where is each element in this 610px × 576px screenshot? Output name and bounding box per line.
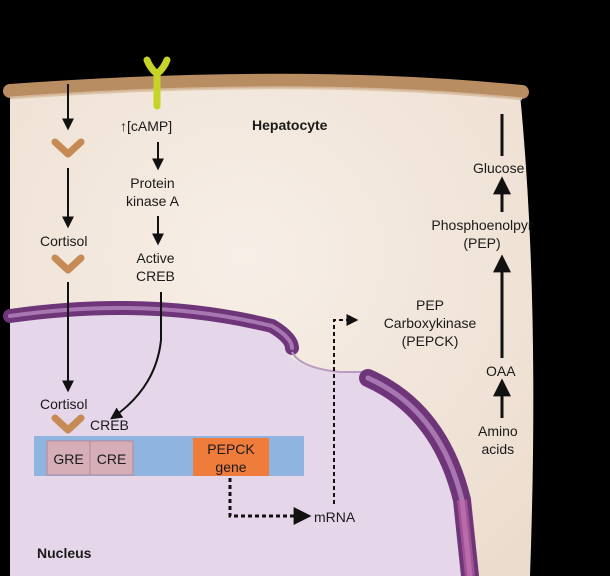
creb-label: CREB [90,417,129,433]
pepck-gene-label: PEPCK gene [207,441,255,475]
plasma-membrane [3,73,529,99]
camp-label: ↑[cAMP] [120,117,172,135]
gre-element [46,440,91,476]
pepck-enzyme-label: PEP Carboxykinase (PEPCK) [383,297,477,349]
glucose-label: Glucose [473,160,525,176]
hepatocyte-label: Hepatocyte [252,117,328,133]
active-creb-label: Active CREB [136,250,175,284]
cre-element [89,440,134,476]
nucleus-label: Nucleus [37,545,92,561]
arrow-creb-to-nucleus [110,292,162,420]
protein-kinase-a-label: Protein kinase A [126,175,179,209]
cortisol-label-2: Cortisol [40,396,88,412]
arrow-transcription [228,478,312,525]
cortisol-label-1: Cortisol [40,233,88,249]
amino-acids-label: Amino acids [478,423,518,457]
gre-label: GRE [53,451,84,467]
cre-label: CRE [96,451,127,467]
gpcr-receptor [143,56,171,110]
phosphoenolpyruvate-label: Phosphoenolpyr (PEP) [431,217,533,251]
cortisol-chevron-2 [51,254,85,274]
camp-up-arrow: ↑ [120,118,127,134]
arrow-translation [333,314,359,504]
oaa-label: OAA [486,363,516,379]
cortisol-chevron-3 [51,414,85,434]
camp-text: [cAMP] [127,118,173,134]
mrna-label: mRNA [314,509,356,525]
pepck-gene-block [193,438,269,476]
cortisol-chevron-1 [51,138,85,158]
